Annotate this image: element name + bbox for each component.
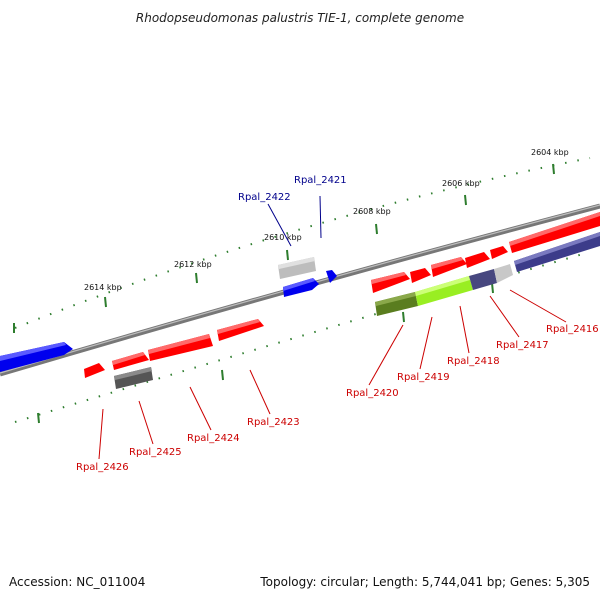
gene-arrow — [465, 252, 490, 268]
gene-arrow-highlight — [148, 334, 210, 354]
gene-label: Rpal_2423 — [247, 417, 300, 428]
major-tick — [37, 412, 40, 424]
major-tick — [552, 163, 555, 175]
leader-line — [368, 324, 404, 386]
accession-text: Accession: NC_011004 — [9, 575, 145, 589]
major-tick — [402, 311, 405, 323]
gene-arrow-highlight — [217, 319, 260, 334]
major-tick — [195, 272, 198, 284]
gene-arrow — [490, 246, 508, 259]
gene-box — [494, 264, 513, 283]
gene-arrow-highlight — [509, 212, 600, 246]
gene-label: Rpal_2416 — [546, 324, 599, 335]
gene-label: Rpal_2425 — [129, 447, 182, 458]
leader-line — [98, 408, 104, 460]
gene-box — [469, 269, 497, 290]
gene-label: Rpal_2421 — [294, 175, 347, 186]
leader-line — [189, 386, 212, 431]
gene-arrow — [84, 363, 105, 378]
major-tick — [375, 223, 378, 235]
leader-line — [319, 195, 322, 239]
gene-box-highlight — [114, 367, 152, 380]
leader-line — [267, 203, 292, 247]
kbp-label: 2614 kbp — [84, 283, 122, 292]
gene-label: Rpal_2422 — [238, 192, 291, 203]
lower-strand-genes — [375, 232, 600, 316]
leader-line — [509, 289, 567, 323]
major-ticks — [13, 163, 555, 424]
gene-label: Rpal_2418 — [447, 356, 500, 367]
major-tick — [491, 282, 494, 294]
gene-arrow-highlight — [112, 352, 145, 365]
kbp-label: 2612 kbp — [174, 260, 212, 269]
gene-label: Rpal_2424 — [187, 433, 240, 444]
major-tick — [104, 296, 107, 308]
major-tick — [221, 369, 224, 381]
leader-line — [249, 369, 271, 415]
genome-summary-text: Topology: circular; Length: 5,744,041 bp… — [259, 575, 590, 589]
leader-line — [489, 295, 520, 338]
major-tick — [286, 249, 289, 261]
leader-line — [419, 316, 433, 370]
gene-arrow — [217, 319, 264, 341]
kbp-label: 2608 kbp — [353, 207, 391, 216]
gene-box-highlight — [514, 232, 600, 265]
gene-arrow — [283, 278, 319, 297]
gene-arrow — [431, 257, 467, 277]
gene-arrow — [326, 270, 337, 283]
gene-box-highlight — [278, 257, 315, 269]
kbp-label: 2604 kbp — [531, 148, 569, 157]
gene-arrow — [0, 342, 73, 372]
gene-arrow — [410, 268, 431, 283]
gene-box-highlight — [375, 292, 416, 306]
leader-lines — [98, 195, 567, 460]
leader-line — [459, 305, 470, 354]
left-forward-genes — [84, 319, 264, 389]
gene-arrow-highlight — [0, 342, 66, 361]
forward-strand-genes — [371, 212, 600, 293]
gene-label: Rpal_2420 — [346, 388, 399, 399]
kbp-label: 2606 kbp — [442, 179, 480, 188]
kbp-label: 2610 kbp — [264, 233, 302, 242]
gene-label: Rpal_2417 — [496, 340, 549, 351]
gene-label: Rpal_2419 — [397, 372, 450, 383]
gene-box — [415, 276, 473, 306]
map-title: Rhodopseudomonas palustris TIE-1, comple… — [136, 11, 464, 25]
leader-line — [138, 400, 154, 445]
gene-label: Rpal_2426 — [76, 462, 129, 473]
gene-arrow-highlight — [371, 272, 406, 284]
reverse-strand-genes — [0, 257, 337, 372]
major-tick — [464, 194, 467, 206]
gene-box-highlight — [415, 276, 470, 296]
gene-arrow — [371, 272, 410, 293]
gene-arrow-highlight — [431, 257, 463, 269]
gene-arrow-highlight — [283, 278, 315, 291]
